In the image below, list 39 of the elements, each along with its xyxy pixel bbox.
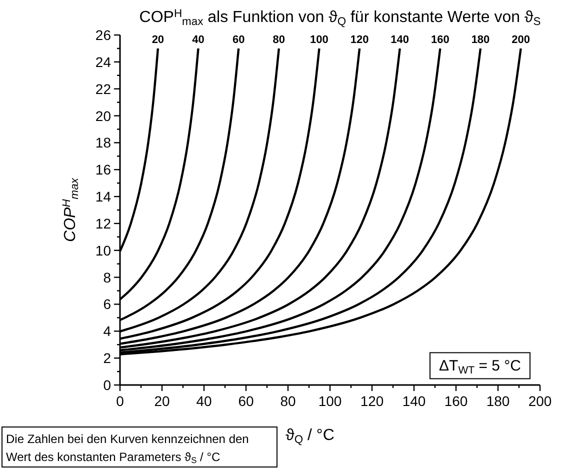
x-axis-title: ϑ$_{Q}$ / °C (286, 427, 334, 446)
y-tick-label: 26 (95, 27, 112, 43)
x-tick-label: 40 (196, 393, 212, 409)
x-tick-label: 160 (444, 393, 468, 409)
series-label: 180 (471, 34, 490, 46)
series-label: 120 (350, 34, 369, 46)
y-tick-label: 14 (95, 188, 112, 205)
annotation: ΔT$_{WT}$ = 5 °C (439, 358, 522, 376)
series-label: 60 (232, 34, 245, 46)
x-tick-label: 80 (280, 393, 296, 409)
y-tick-label: 10 (95, 242, 112, 258)
series-label: 200 (512, 34, 530, 46)
x-tick-label: 140 (402, 393, 426, 409)
y-tick-label: 4 (103, 323, 112, 340)
y-tick-label: 20 (95, 108, 112, 124)
series-label: 20 (152, 34, 164, 46)
y-tick-label: 0 (103, 377, 112, 393)
y-tick-label: 18 (95, 134, 112, 151)
x-tick-label: 120 (360, 393, 384, 409)
y-tick-label: 16 (95, 162, 112, 178)
y-tick-label: 6 (103, 296, 112, 312)
x-tick-label: 100 (318, 393, 342, 409)
x-tick-label: 200 (528, 393, 552, 409)
x-tick-label: 0 (116, 393, 124, 409)
y-tick-label: 2 (103, 350, 112, 366)
series-label: 160 (431, 34, 450, 46)
x-tick-label: 60 (238, 393, 254, 409)
y-tick-label: 8 (103, 269, 112, 286)
series-label: 100 (310, 34, 328, 46)
y-tick-label: 24 (95, 54, 112, 70)
series-label: 80 (272, 34, 286, 46)
text: Die Zahlen bei den Kurven kennzeichnen den Wert des konstanten Parameters ϑ$_{S}$ / °C (6, 432, 249, 465)
y-tick-label: 22 (95, 80, 112, 97)
series-label: 140 (390, 34, 410, 46)
x-tick-label: 20 (154, 393, 170, 409)
y-tick-label: 12 (95, 215, 112, 232)
series-label: 40 (192, 34, 204, 46)
chart-title: COP$^{H}$$_{max}$ als Funktion von ϑ$_{Q}$ für konstante Werte von ϑ$_{S}$ (139, 8, 541, 28)
x-tick-label: 180 (486, 393, 510, 409)
